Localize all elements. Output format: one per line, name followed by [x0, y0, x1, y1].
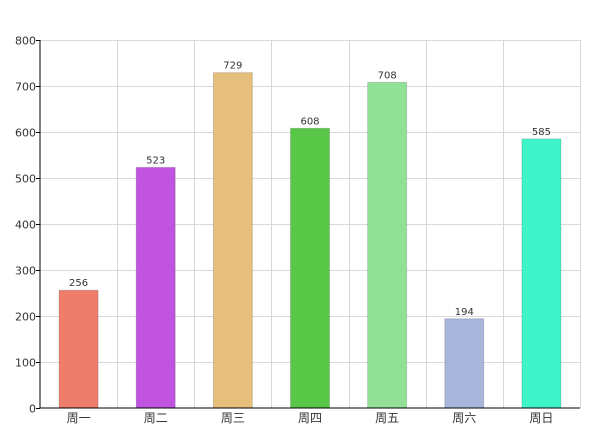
data-label: 585 [532, 127, 551, 138]
y-tick-label: 800 [15, 35, 36, 48]
x-tick-label: 周五 [375, 411, 399, 425]
bar [367, 81, 408, 409]
x-tick-label: 周一 [67, 411, 91, 425]
data-label: 256 [69, 278, 88, 289]
y-tick-label: 600 [15, 127, 36, 140]
data-label: 708 [378, 70, 397, 81]
bar [444, 318, 485, 409]
data-label: 729 [223, 61, 242, 72]
x-tick-label: 周三 [221, 411, 245, 425]
x-tick-label: 周四 [298, 411, 322, 425]
y-tick-labels: 0 100 200 300 400 500 600 700 800 [15, 35, 36, 416]
y-tick-label: 700 [15, 81, 36, 94]
y-tick-label: 500 [15, 173, 36, 186]
data-labels: 256 523 729 608 708 194 585 [69, 61, 551, 318]
data-label: 194 [455, 307, 474, 318]
x-tick-labels: 周一 周二 周三 周四 周五 周六 周日 [67, 411, 554, 425]
bar [58, 289, 99, 409]
data-label: 608 [300, 116, 319, 127]
bar [290, 127, 330, 409]
x-tick-label: 周日 [529, 411, 553, 425]
bars [58, 72, 562, 409]
axes [39, 40, 580, 409]
bar [212, 72, 253, 409]
y-tick-label: 200 [15, 311, 36, 324]
x-tick-label: 周六 [452, 411, 476, 425]
bar [135, 166, 176, 409]
y-tick-label: 400 [15, 219, 36, 232]
y-tick-label: 100 [15, 357, 36, 370]
y-tick-label: 300 [15, 265, 36, 278]
data-label: 523 [146, 155, 165, 166]
bar [521, 138, 562, 409]
x-tick-label: 周二 [144, 411, 168, 425]
y-tick-label: 0 [29, 403, 36, 416]
